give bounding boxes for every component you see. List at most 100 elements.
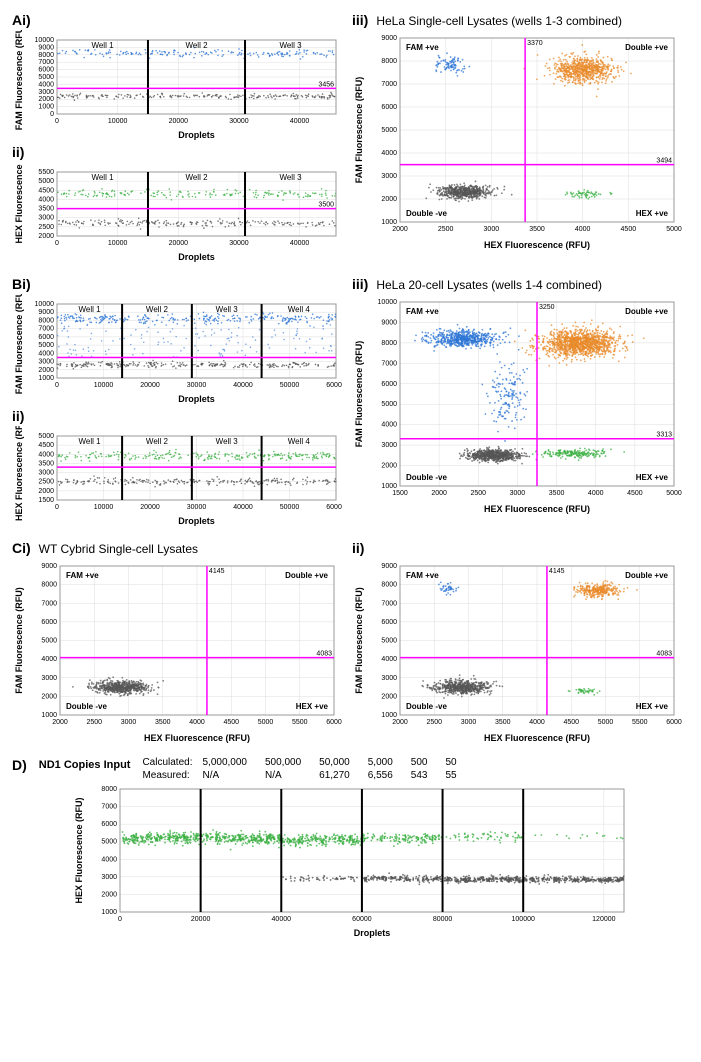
plot-cii: 2000250030003500400045005000550060001000…: [352, 558, 682, 743]
label-aii: ii): [12, 144, 342, 160]
svg-text:3500: 3500: [549, 490, 565, 497]
d-header: ND1 Copies Input: [39, 759, 131, 771]
svg-text:Well 1: Well 1: [91, 173, 114, 182]
svg-text:10000: 10000: [35, 301, 55, 308]
plot-ai: 0100002000030000400000100020003000400050…: [12, 30, 342, 140]
svg-text:6000: 6000: [38, 334, 54, 341]
svg-text:2000: 2000: [38, 488, 54, 495]
svg-text:3000: 3000: [38, 215, 54, 222]
row-a: Ai) 010000200003000040000010002000300040…: [12, 12, 689, 262]
svg-text:8000: 8000: [38, 317, 54, 324]
svg-text:2000: 2000: [431, 490, 447, 497]
row-d: D) ND1 Copies Input Calculated:5,000,000…: [12, 757, 689, 938]
svg-text:5000: 5000: [381, 401, 397, 408]
svg-text:10000: 10000: [378, 299, 398, 306]
svg-text:40000: 40000: [233, 504, 253, 511]
svg-text:5000: 5000: [38, 433, 54, 440]
svg-text:50000: 50000: [280, 504, 300, 511]
svg-text:3500: 3500: [318, 202, 334, 209]
svg-text:5000: 5000: [666, 490, 682, 497]
plot-aiii: 2000250030003500400045005000100020003000…: [352, 30, 682, 250]
svg-text:20000: 20000: [140, 504, 160, 511]
svg-text:30000: 30000: [229, 118, 249, 125]
svg-text:Droplets: Droplets: [178, 516, 215, 526]
svg-text:Well 3: Well 3: [216, 437, 239, 446]
svg-text:6000: 6000: [381, 381, 397, 388]
svg-text:2500: 2500: [38, 479, 54, 486]
svg-text:Well 3: Well 3: [279, 173, 302, 182]
svg-text:Well 3: Well 3: [216, 305, 239, 314]
svg-text:2000: 2000: [381, 196, 397, 203]
svg-text:0: 0: [55, 382, 59, 389]
svg-text:3000: 3000: [510, 490, 526, 497]
row-c: Ci) WT Cybrid Single-cell Lysates 200025…: [12, 540, 689, 743]
svg-text:40000: 40000: [233, 382, 253, 389]
svg-text:Well 1: Well 1: [79, 437, 102, 446]
svg-text:4500: 4500: [38, 187, 54, 194]
svg-text:5500: 5500: [38, 169, 54, 176]
svg-text:1000: 1000: [381, 219, 397, 226]
svg-text:7000: 7000: [381, 81, 397, 88]
svg-text:4000: 4000: [575, 226, 591, 233]
svg-text:7000: 7000: [381, 360, 397, 367]
svg-text:2000: 2000: [381, 463, 397, 470]
title-biii: HeLa 20-cell Lysates (wells 1-4 combined…: [376, 278, 682, 292]
svg-text:Well 3: Well 3: [279, 41, 302, 50]
svg-text:30000: 30000: [229, 240, 249, 247]
svg-text:4000: 4000: [381, 150, 397, 157]
svg-text:8000: 8000: [381, 340, 397, 347]
svg-text:HEX +ve: HEX +ve: [636, 209, 669, 218]
svg-text:10000: 10000: [94, 504, 114, 511]
svg-text:1000: 1000: [381, 483, 397, 490]
svg-text:3000: 3000: [381, 442, 397, 449]
svg-text:40000: 40000: [290, 118, 310, 125]
row-b: Bi) 010000200003000040000500006000010002…: [12, 276, 689, 526]
svg-text:20000: 20000: [169, 118, 189, 125]
svg-text:Double -ve: Double -ve: [406, 209, 447, 218]
d-table: Calculated:5,000,000500,00050,0005,00050…: [142, 757, 689, 783]
svg-text:3000: 3000: [38, 89, 54, 96]
svg-text:9000: 9000: [38, 44, 54, 51]
svg-text:9000: 9000: [381, 35, 397, 42]
svg-text:4000: 4000: [38, 196, 54, 203]
svg-text:10000: 10000: [108, 240, 128, 247]
svg-text:3000: 3000: [38, 470, 54, 477]
svg-text:60000: 60000: [326, 504, 342, 511]
svg-text:3494: 3494: [656, 158, 672, 165]
svg-text:Well 1: Well 1: [91, 41, 114, 50]
svg-text:0: 0: [55, 118, 59, 125]
label-bi: Bi): [12, 276, 342, 292]
svg-text:HEX Fluorescence: HEX Fluorescence: [14, 164, 24, 243]
svg-text:2000: 2000: [38, 233, 54, 240]
svg-text:FAM Fluorescence (RFU): FAM Fluorescence (RFU): [14, 30, 24, 130]
plot-ci: 2000250030003500400045005000550060001000…: [12, 558, 342, 743]
svg-text:30000: 30000: [187, 382, 207, 389]
svg-text:Droplets: Droplets: [178, 394, 215, 404]
svg-text:3000: 3000: [484, 226, 500, 233]
svg-text:6000: 6000: [38, 67, 54, 74]
svg-text:Well 2: Well 2: [185, 41, 208, 50]
svg-text:Well 4: Well 4: [288, 437, 311, 446]
svg-text:5000: 5000: [38, 342, 54, 349]
svg-text:4500: 4500: [38, 442, 54, 449]
svg-text:FAM Fluorescence (RFU): FAM Fluorescence (RFU): [354, 77, 364, 184]
col-b-right: iii) HeLa 20-cell Lysates (wells 1-4 com…: [352, 276, 682, 526]
svg-text:2000: 2000: [38, 96, 54, 103]
svg-text:0: 0: [55, 504, 59, 511]
svg-text:6000: 6000: [381, 104, 397, 111]
plot-bii: 0100002000030000400005000060000150020002…: [12, 426, 342, 526]
svg-text:5000: 5000: [666, 226, 682, 233]
svg-text:2500: 2500: [38, 224, 54, 231]
svg-text:4500: 4500: [621, 226, 637, 233]
svg-text:5000: 5000: [38, 178, 54, 185]
svg-text:7000: 7000: [38, 326, 54, 333]
col-b-left: Bi) 010000200003000040000500006000010002…: [12, 276, 342, 526]
plot-d: 0200004000060000800001000001200001000200…: [72, 783, 689, 938]
svg-text:4000: 4000: [38, 81, 54, 88]
svg-text:3370: 3370: [527, 40, 543, 47]
svg-text:Double +ve: Double +ve: [625, 43, 668, 52]
svg-text:3000: 3000: [381, 173, 397, 180]
svg-text:Droplets: Droplets: [178, 130, 215, 140]
plot-biii: 1500200025003000350040004500500010002000…: [352, 294, 682, 514]
label-ai: Ai): [12, 12, 342, 28]
